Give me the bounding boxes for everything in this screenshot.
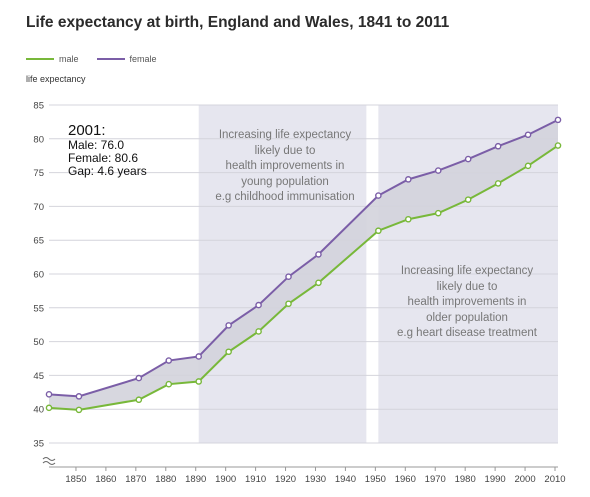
data-point-female (285, 273, 292, 281)
gap-area (49, 119, 558, 410)
legend-swatch-female (96, 58, 125, 60)
annotation-line: young population (241, 175, 329, 188)
annotation-line: e.g childhood immunisation (215, 191, 355, 203)
y-tick-label: 75 (33, 168, 44, 179)
annotation-line: likely due to (436, 280, 498, 293)
callout-male: Male: 76.0 (68, 138, 125, 152)
annotation-line: older population (426, 311, 508, 324)
y-tick-label: 40 (33, 405, 44, 416)
data-point-male (45, 404, 53, 412)
data-point-female (255, 301, 262, 309)
data-point-female (75, 393, 83, 400)
x-tick-label: 1880 (155, 474, 176, 485)
chart-title: Life expectancy at birth, England and Wa… (26, 14, 450, 31)
callout-year: 2001: (68, 122, 106, 139)
legend-label-male: male (59, 54, 79, 64)
data-point-female (165, 357, 173, 364)
data-point-female (404, 176, 412, 183)
data-point-female (135, 374, 143, 382)
data-point-male (404, 215, 412, 223)
x-tick-label: 1930 (305, 474, 326, 485)
data-point-male (434, 209, 442, 217)
annotation-line: e.g heart disease treatment (397, 327, 537, 339)
data-point-male (315, 279, 322, 287)
data-point-male (165, 380, 173, 388)
y-tick-label: 80 (33, 134, 44, 145)
y-tick-label: 35 (33, 439, 44, 450)
y-tick-label: 60 (33, 270, 44, 281)
x-tick-label: 1990 (485, 474, 506, 485)
legend-item-male[interactable]: male (26, 54, 79, 64)
annotation-young-population: Increasing life expectancy likely due to… (195, 128, 375, 206)
callout-gap: Gap: 4.6 years (68, 164, 147, 178)
x-tick-label: 1850 (65, 474, 86, 485)
data-point-male (494, 180, 502, 187)
y-tick-label: 55 (33, 303, 44, 314)
y-tick-label: 50 (33, 337, 44, 348)
data-point-female (315, 251, 322, 258)
data-point-male (255, 328, 262, 335)
x-tick-label: 2010 (544, 474, 565, 485)
legend: male female (26, 54, 157, 64)
x-tick-label: 1970 (425, 474, 446, 485)
data-point-female (494, 142, 502, 150)
data-point-male (135, 396, 143, 404)
y-tick-label: 65 (33, 236, 44, 247)
data-point-male (75, 406, 83, 414)
callout-2001: 2001: Male: 76.0 Female: 80.6 Gap: 4.6 y… (68, 122, 147, 178)
data-point-female (554, 116, 562, 124)
annotation-line: health improvements in (225, 160, 345, 172)
legend-swatch-male (26, 58, 54, 60)
series-line-female (48, 118, 559, 398)
legend-item-female[interactable]: female (96, 54, 157, 64)
axis-break-icon (42, 457, 56, 465)
legend-label-female: female (129, 54, 157, 64)
x-tick-label: 1890 (185, 474, 206, 485)
annotation-older-population: Increasing life expectancy likely due to… (378, 264, 556, 342)
y-tick-label: 45 (33, 371, 44, 382)
callout-female: Female: 80.6 (68, 151, 139, 165)
data-point-male (285, 300, 292, 308)
data-point-male (225, 348, 232, 356)
x-tick-label: 1910 (245, 474, 266, 485)
x-tick-label: 1980 (455, 474, 476, 485)
data-point-female (434, 167, 442, 174)
data-point-female (195, 353, 203, 360)
data-point-female (45, 391, 53, 398)
annotation-line: Increasing life expectancy (218, 129, 352, 141)
x-tick-label: 1950 (365, 474, 386, 485)
x-tick-label: 1860 (95, 474, 116, 485)
annotation-line: Increasing life expectancy (400, 265, 534, 277)
series-line-male (48, 144, 559, 411)
x-tick-label: 2000 (514, 474, 535, 485)
x-tick-label: 1960 (395, 474, 416, 485)
y-axis-label: life expectancy (26, 74, 86, 84)
data-point-male (554, 142, 562, 149)
y-tick-label: 85 (33, 101, 44, 112)
x-tick-label: 1920 (275, 474, 296, 485)
annotation-line: health improvements in (407, 296, 527, 308)
data-point-female (375, 192, 382, 199)
data-point-female (524, 131, 532, 139)
data-point-male (375, 227, 382, 235)
data-point-male (524, 162, 532, 170)
x-tick-label: 1870 (125, 474, 146, 485)
data-point-male (464, 196, 472, 203)
x-tick-label: 1900 (215, 474, 236, 485)
data-point-female (464, 155, 472, 163)
y-tick-label: 70 (33, 202, 44, 213)
data-point-female (225, 322, 232, 329)
data-point-male (195, 378, 203, 385)
x-tick-label: 1940 (335, 474, 356, 485)
annotation-line: likely due to (254, 144, 316, 157)
